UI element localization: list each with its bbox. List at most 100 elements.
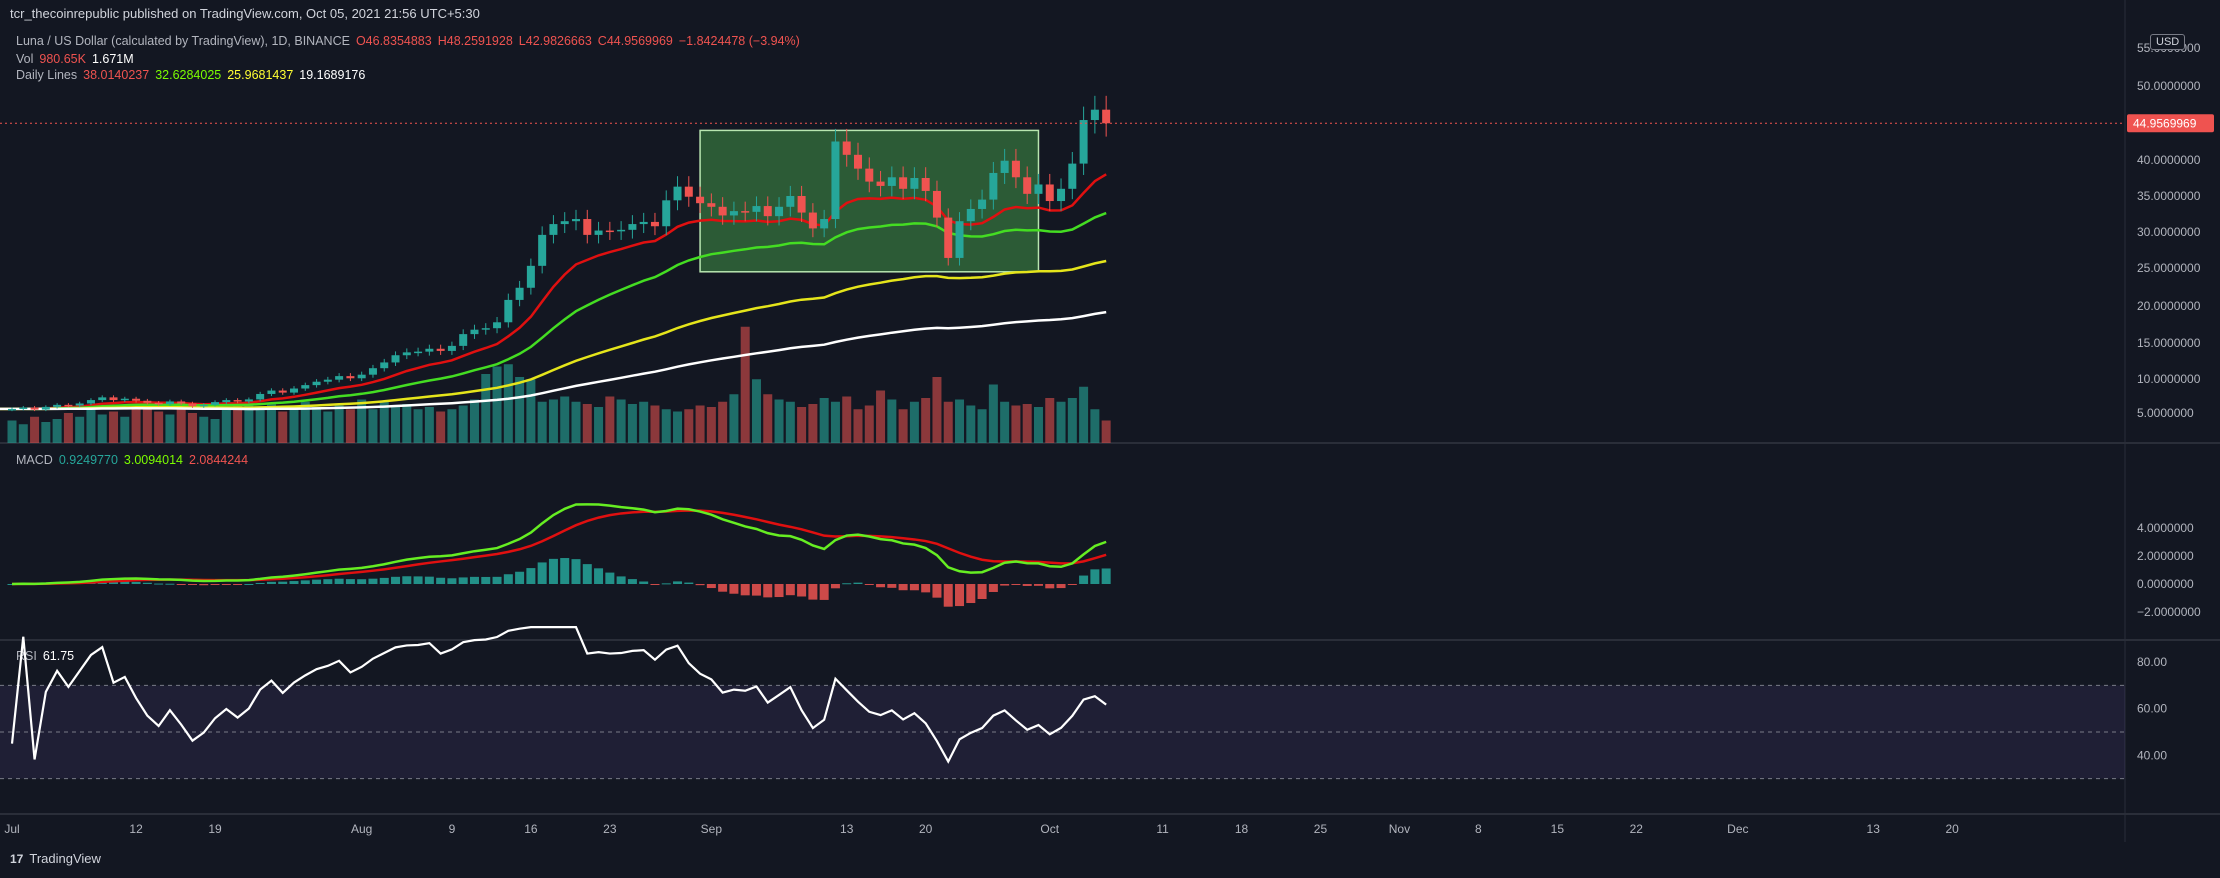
macd-histogram-bar: [1033, 584, 1043, 586]
candle: [402, 348, 411, 360]
ema-line: [0, 310, 1107, 411]
macd-histogram-bar: [774, 584, 784, 598]
candle: [673, 176, 682, 211]
candle: [1090, 95, 1099, 134]
candle: [447, 341, 456, 355]
candle: [797, 185, 806, 222]
candle-body: [775, 206, 784, 217]
candle: [662, 190, 671, 236]
ohlc-low: L42.9826663: [518, 34, 592, 48]
volume-bar: [1045, 398, 1055, 443]
candle: [538, 226, 547, 274]
macd-histogram-bar: [413, 576, 423, 584]
macd-histogram-bar: [176, 584, 186, 585]
price-tick-label: 10.0000000: [2137, 372, 2201, 386]
price-tick-label: 50.0000000: [2137, 79, 2201, 93]
macd-value-1: 0.9249770: [58, 453, 118, 467]
candle-body: [109, 397, 118, 401]
macd-tick-label: 4.0000000: [2137, 521, 2194, 535]
macd-histogram-bar: [278, 581, 288, 584]
macd-histogram-bar: [887, 584, 897, 588]
volume-bar: [582, 404, 592, 443]
candle-body: [380, 362, 389, 369]
candle-body: [1090, 109, 1099, 121]
time-tick-label: 18: [1235, 822, 1249, 836]
candle: [470, 324, 479, 339]
volume-bar: [864, 405, 874, 443]
macd-histogram-bar: [312, 579, 322, 584]
candle: [199, 403, 208, 408]
candle: [876, 170, 885, 197]
candle-body: [233, 400, 242, 402]
candle-body: [98, 397, 107, 401]
candle: [1034, 173, 1043, 205]
candle-body: [1102, 109, 1111, 124]
volume-bar: [785, 401, 795, 443]
macd-histogram-bar: [469, 576, 479, 584]
candle: [628, 215, 637, 239]
volume-bar: [142, 405, 152, 443]
volume-bar: [594, 407, 604, 443]
candle: [763, 196, 772, 226]
candle-body: [887, 177, 896, 186]
candle-body: [966, 208, 975, 222]
candle: [278, 388, 287, 395]
candle: [572, 209, 580, 231]
volume-bar: [244, 401, 254, 443]
volume-bar: [706, 407, 716, 443]
macd-histogram-bar: [548, 558, 558, 584]
candle: [493, 317, 502, 334]
volume-bar: [86, 409, 96, 443]
ema-line: [0, 211, 1107, 411]
macd-histogram-bar: [909, 584, 919, 591]
candle-body: [8, 408, 16, 411]
publish-info: tcr_thecoinrepublic published on Trading…: [10, 6, 480, 21]
candle: [109, 395, 118, 402]
candle-body: [493, 322, 502, 329]
price-tick-label: 5.0000000: [2137, 406, 2194, 420]
candle-body: [481, 328, 490, 330]
volume-bar: [402, 404, 412, 443]
candle-body: [876, 181, 885, 186]
candle: [233, 398, 242, 404]
macd-histogram-bar: [695, 584, 705, 586]
candle-body: [346, 376, 355, 379]
candle: [775, 197, 784, 226]
volume-bar: [1090, 409, 1100, 443]
candle-body: [459, 334, 468, 346]
macd-signal-line: [11, 509, 1107, 586]
volume-bar: [300, 401, 310, 443]
macd-histogram-bar: [955, 584, 965, 607]
candle: [887, 166, 896, 197]
candle-body: [583, 219, 592, 235]
candle: [244, 397, 253, 404]
candle-body: [1034, 184, 1043, 194]
macd-histogram-bar: [1000, 584, 1010, 586]
candle: [989, 161, 998, 210]
candle: [98, 395, 107, 402]
candle: [120, 396, 129, 402]
candle-body: [312, 381, 321, 386]
macd-histogram-bar: [1090, 569, 1100, 584]
volume-bar: [1056, 401, 1066, 443]
volume-bar: [684, 409, 694, 443]
volume-bar: [774, 399, 784, 443]
time-tick-label: Jul: [4, 822, 19, 836]
volume-bar: [876, 390, 886, 443]
candle-body: [549, 224, 558, 235]
footer-brand: TradingView: [29, 851, 101, 866]
candle: [380, 358, 389, 372]
candle-body: [899, 177, 908, 189]
volume-bar: [199, 416, 209, 443]
candle: [8, 407, 16, 412]
candle: [290, 386, 298, 395]
last-price-label: 44.9569969: [2133, 116, 2197, 130]
ohlc-open: O46.8354883: [355, 34, 432, 48]
currency-badge[interactable]: USD: [2150, 34, 2186, 50]
candle-body: [605, 230, 614, 233]
candle-body: [944, 217, 953, 258]
macd-histogram-bar: [639, 581, 649, 584]
footer: 17 TradingView: [10, 851, 101, 866]
price-tick-label: 15.0000000: [2137, 336, 2201, 350]
